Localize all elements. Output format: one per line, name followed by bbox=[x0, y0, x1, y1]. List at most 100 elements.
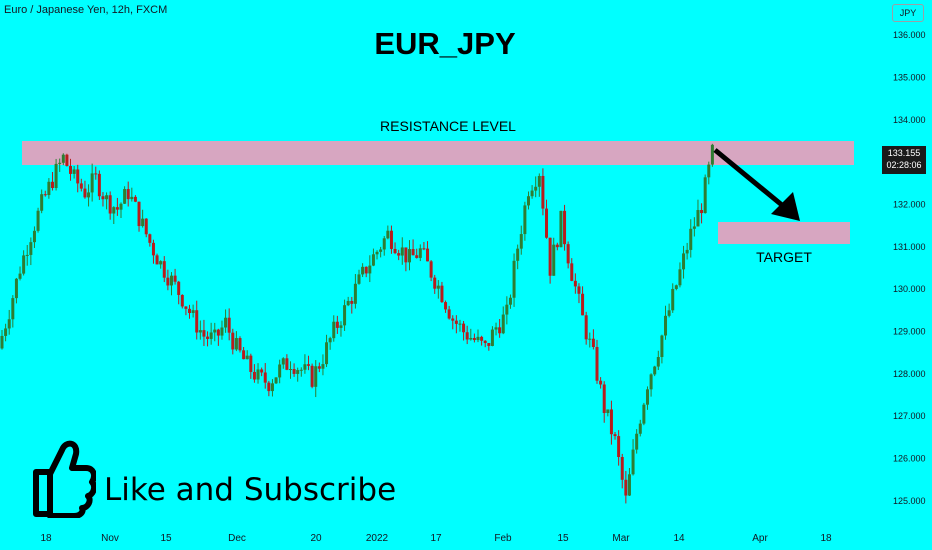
candle-body bbox=[682, 253, 686, 270]
bar-countdown: 02:28:06 bbox=[886, 160, 922, 170]
candle-body bbox=[678, 269, 682, 286]
candle-body bbox=[397, 253, 401, 256]
candle-body bbox=[213, 329, 217, 333]
candle-body bbox=[54, 163, 58, 188]
time-tick-label: 15 bbox=[160, 533, 172, 544]
candle-body bbox=[584, 315, 588, 340]
candle-body bbox=[36, 210, 40, 231]
candle-body bbox=[393, 248, 397, 254]
resistance-label: RESISTANCE LEVEL bbox=[380, 118, 516, 134]
time-tick-label: 2022 bbox=[366, 533, 389, 544]
candle-body bbox=[440, 285, 444, 303]
candle-body bbox=[281, 358, 285, 365]
candle-body bbox=[267, 382, 271, 392]
candle-body bbox=[422, 248, 426, 250]
candle-body bbox=[83, 188, 87, 198]
candle-body bbox=[18, 273, 22, 279]
candle-body bbox=[462, 323, 466, 333]
price-tick-label: 131.000 bbox=[893, 242, 926, 252]
candle-body bbox=[458, 323, 462, 325]
candle-body bbox=[523, 205, 527, 235]
chart-title: EUR_JPY bbox=[374, 26, 516, 61]
candle-body bbox=[112, 207, 116, 214]
candle-body bbox=[444, 302, 448, 310]
candle-body bbox=[411, 249, 415, 256]
candle-body bbox=[707, 164, 711, 178]
candle-body bbox=[4, 328, 8, 336]
candle-body bbox=[555, 244, 559, 248]
time-tick-label: 15 bbox=[557, 533, 569, 544]
candle-body bbox=[159, 261, 163, 265]
candle-body bbox=[407, 249, 411, 263]
candle-body bbox=[361, 266, 365, 275]
candle-body bbox=[494, 327, 498, 330]
price-tick-label: 127.000 bbox=[893, 411, 926, 421]
price-axis: 136.000135.000134.000133.000132.000131.0… bbox=[893, 30, 926, 506]
candle-body bbox=[343, 305, 347, 326]
candle-body bbox=[79, 183, 83, 189]
candle-body bbox=[14, 278, 18, 299]
candle-body bbox=[224, 317, 228, 328]
candle-body bbox=[61, 154, 65, 163]
candle-body bbox=[310, 365, 314, 387]
candle-body bbox=[613, 434, 617, 437]
candle-body bbox=[307, 364, 311, 366]
candle-body bbox=[526, 196, 530, 206]
candle-body bbox=[404, 247, 408, 263]
candle-body bbox=[480, 336, 484, 341]
candle-body bbox=[638, 423, 642, 434]
candle-body bbox=[671, 288, 675, 311]
candle-body bbox=[65, 154, 69, 167]
candle-body bbox=[649, 374, 653, 390]
candle-body bbox=[184, 306, 188, 309]
candle-body bbox=[234, 338, 238, 350]
candle-body bbox=[516, 248, 520, 261]
candle-body bbox=[674, 285, 678, 289]
candle-body bbox=[332, 321, 336, 339]
candle-body bbox=[573, 280, 577, 287]
time-tick-label: Dec bbox=[228, 533, 246, 544]
candle-body bbox=[22, 255, 26, 274]
candle-body bbox=[487, 342, 491, 346]
candle-body bbox=[123, 189, 127, 204]
candle-body bbox=[447, 309, 451, 319]
candle-body bbox=[563, 210, 567, 245]
candle-body bbox=[7, 319, 11, 329]
candle-body bbox=[541, 175, 545, 209]
time-tick-label: 18 bbox=[40, 533, 52, 544]
candle-body bbox=[339, 325, 343, 328]
candle-body bbox=[299, 369, 303, 371]
currency-button[interactable]: JPY bbox=[892, 4, 924, 22]
price-tick-label: 129.000 bbox=[893, 327, 926, 337]
candle-body bbox=[631, 449, 635, 475]
candle-body bbox=[177, 281, 181, 295]
candle-body bbox=[346, 300, 350, 306]
candle-body bbox=[191, 310, 195, 314]
candle-body bbox=[227, 317, 231, 333]
candle-body bbox=[72, 169, 76, 174]
candle-body bbox=[375, 251, 379, 255]
candle-body bbox=[335, 321, 339, 328]
price-tick-label: 130.000 bbox=[893, 284, 926, 294]
time-tick-label: 18 bbox=[820, 533, 832, 544]
time-tick-label: 17 bbox=[430, 533, 442, 544]
candle-body bbox=[635, 433, 639, 450]
candle-body bbox=[570, 263, 574, 281]
candle-body bbox=[552, 244, 556, 276]
candle-body bbox=[50, 181, 54, 188]
price-tick-label: 135.000 bbox=[893, 73, 926, 83]
candle-body bbox=[364, 266, 368, 274]
candle-body bbox=[87, 192, 91, 198]
candle-body bbox=[151, 242, 155, 256]
candle-body bbox=[703, 177, 707, 214]
candle-body bbox=[90, 173, 94, 193]
candle-body bbox=[144, 218, 148, 235]
candle-body bbox=[692, 226, 696, 229]
candle-body bbox=[43, 194, 47, 196]
candle-body bbox=[353, 283, 357, 304]
candle-body bbox=[148, 234, 152, 243]
candle-body bbox=[166, 277, 170, 286]
candle-body bbox=[115, 207, 119, 210]
target-label: TARGET bbox=[756, 249, 812, 265]
